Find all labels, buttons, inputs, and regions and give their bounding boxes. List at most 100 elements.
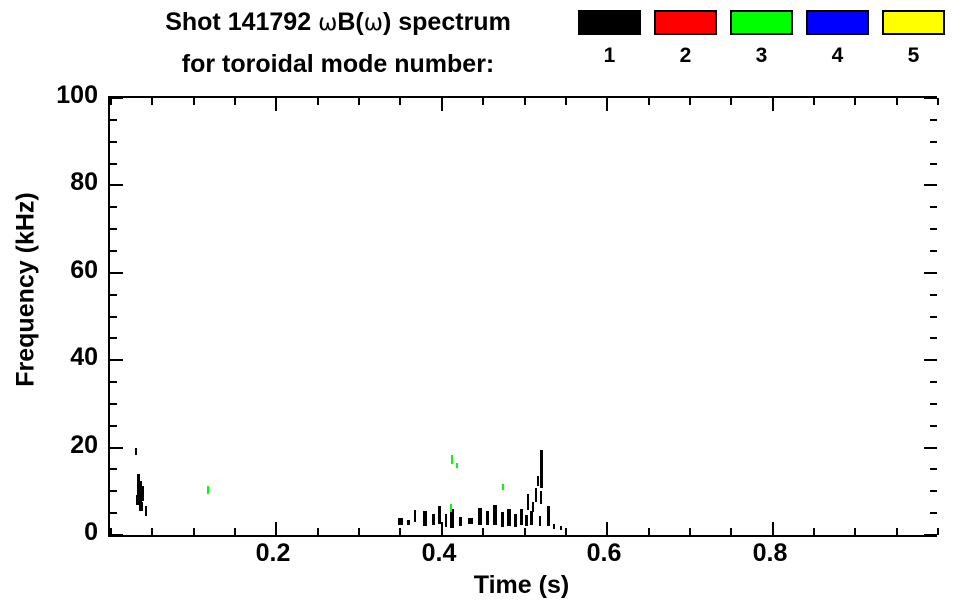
x-tick-top-0.25 — [317, 98, 319, 105]
y-tick-right-95 — [930, 119, 937, 121]
y-tick-right-90 — [930, 141, 937, 143]
data-mark-n1 — [467, 518, 473, 524]
y-tick-right-65 — [930, 250, 937, 252]
data-mark-n1 — [406, 519, 410, 525]
y-tick-right-35 — [930, 381, 937, 383]
data-mark-n1 — [519, 509, 523, 525]
y-tick-right-40 — [924, 359, 937, 361]
legend-swatch-4 — [806, 10, 869, 35]
data-mark-n1 — [500, 511, 504, 527]
data-mark-n1 — [458, 516, 462, 526]
x-tick-0.95 — [896, 528, 898, 535]
x-tick-top-0.55 — [565, 98, 567, 105]
data-mark-n1 — [135, 447, 137, 455]
data-mark-n1 — [535, 488, 537, 502]
x-tick-0.85 — [813, 528, 815, 535]
y-tick-right-50 — [930, 316, 937, 318]
y-tick-75 — [110, 206, 117, 208]
data-mark-n3 — [450, 504, 452, 512]
x-tick-1.00 — [937, 528, 939, 535]
x-tick-top-0.15 — [234, 98, 236, 105]
legend-item-2: 2 — [654, 10, 717, 67]
x-axis-title: Time (s) — [473, 571, 570, 599]
x-tick-0.35 — [399, 528, 401, 535]
data-mark-n1 — [414, 510, 416, 522]
y-tick-right-30 — [930, 403, 937, 405]
x-tick-0.00 — [110, 528, 112, 535]
data-mark-n1 — [493, 505, 497, 525]
omega-symbol-2: ω — [363, 10, 383, 36]
x-tick-top-0.40 — [441, 98, 443, 111]
x-tick-0.30 — [358, 528, 360, 535]
x-tick-top-0.05 — [151, 98, 153, 105]
data-mark-n3 — [456, 462, 458, 468]
y-tick-label-0: 0 — [84, 518, 98, 546]
legend-item-5: 5 — [882, 10, 945, 67]
y-tick-right-75 — [930, 206, 937, 208]
y-tick-0 — [110, 534, 123, 536]
x-tick-top-0.20 — [275, 98, 277, 111]
y-tick-90 — [110, 141, 117, 143]
omega-symbol-1: ω — [318, 10, 338, 36]
y-tick-right-70 — [930, 228, 937, 230]
data-mark-n1 — [546, 506, 550, 526]
plot-title-line-1-mid: B( — [337, 8, 364, 36]
data-mark-n1 — [136, 485, 144, 501]
x-tick-label-0.6: 0.6 — [586, 539, 622, 567]
legend-swatch-5 — [882, 10, 945, 35]
x-tick-0.50 — [524, 528, 526, 535]
x-tick-0.70 — [689, 528, 691, 535]
y-tick-35 — [110, 381, 117, 383]
legend-swatch-3 — [730, 10, 793, 35]
data-mark-n3 — [451, 454, 453, 464]
data-mark-n1 — [139, 501, 143, 511]
y-axis-tick-labels: 0 20 40 60 80 100 — [0, 83, 98, 545]
x-tick-0.15 — [234, 528, 236, 535]
x-tick-0.80 — [772, 522, 774, 535]
legend-label-2: 2 — [679, 44, 692, 67]
data-mark-n1 — [553, 523, 555, 529]
x-tick-0.05 — [151, 528, 153, 535]
x-tick-label-0.2: 0.2 — [255, 539, 291, 567]
x-tick-0.75 — [730, 528, 732, 535]
x-tick-top-0.35 — [399, 98, 401, 105]
legend-label-1: 1 — [603, 44, 616, 67]
y-tick-label-60: 60 — [70, 256, 98, 284]
data-mark-n1 — [145, 506, 147, 516]
x-tick-top-0.60 — [606, 98, 608, 111]
x-tick-label-0.4: 0.4 — [421, 539, 457, 567]
y-tick-95 — [110, 119, 117, 121]
data-mark-n1 — [529, 511, 533, 525]
y-tick-10 — [110, 490, 117, 492]
x-tick-0.25 — [317, 528, 319, 535]
data-mark-n1 — [423, 510, 427, 526]
x-tick-top-0.65 — [648, 98, 650, 105]
x-tick-0.20 — [275, 522, 277, 535]
data-mark-n1 — [397, 517, 403, 525]
data-mark-n1 — [507, 508, 511, 526]
y-tick-25 — [110, 425, 117, 427]
y-tick-right-45 — [930, 337, 937, 339]
x-tick-0.65 — [648, 528, 650, 535]
x-tick-0.90 — [854, 528, 856, 535]
x-tick-0.55 — [565, 528, 567, 535]
data-mark-n1 — [513, 513, 517, 527]
legend: 1 2 3 4 5 — [578, 10, 958, 88]
data-mark-n1 — [478, 507, 482, 525]
y-tick-right-80 — [924, 184, 937, 186]
data-mark-n1 — [136, 474, 140, 482]
y-tick-65 — [110, 250, 117, 252]
data-mark-n1 — [445, 513, 447, 527]
y-tick-right-15 — [930, 468, 937, 470]
y-tick-label-80: 80 — [70, 168, 98, 196]
data-mark-n1 — [431, 513, 435, 525]
data-mark-n1 — [524, 514, 528, 526]
x-tick-top-0.70 — [689, 98, 691, 105]
y-tick-100 — [110, 97, 123, 99]
data-mark-n1 — [537, 476, 539, 486]
plot-title-line-1-text: Shot 141792 — [165, 8, 319, 36]
x-tick-top-0.50 — [524, 98, 526, 105]
x-tick-top-0.85 — [813, 98, 815, 105]
x-tick-top-0.80 — [772, 98, 774, 111]
legend-swatch-1 — [578, 10, 641, 35]
